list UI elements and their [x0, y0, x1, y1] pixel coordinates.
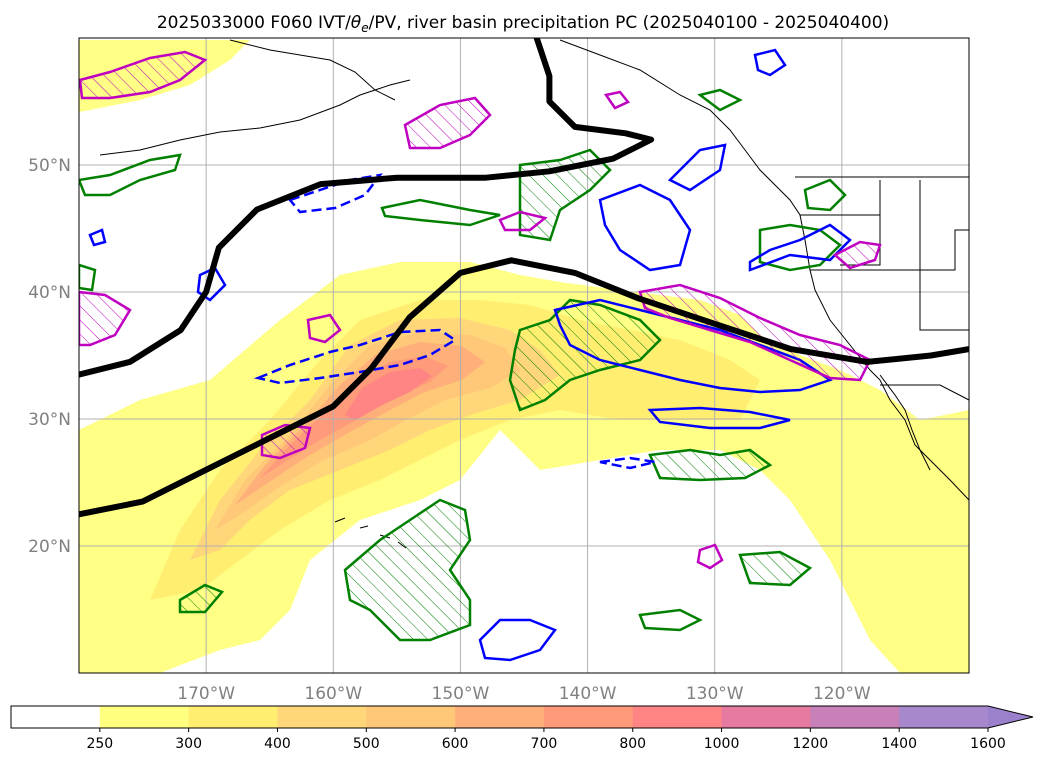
precip-contour-small-2 [696, 543, 724, 570]
pv-contour-south [478, 618, 557, 662]
colorbar-segment-2 [188, 706, 278, 728]
map-content [79, 38, 969, 673]
mexico-border [880, 384, 969, 401]
colorbar: 250 300 400 500 600 700 800 1000 1200 1400 1600 [10, 705, 1034, 752]
colorbar-segment-10 [899, 706, 989, 728]
pv-contour-dashed-1 [253, 328, 458, 385]
colorbar-tick-label: 250 [86, 736, 113, 752]
theta-contour-south [343, 498, 472, 642]
precip-contour-west [79, 290, 132, 347]
alaska-coast [229, 39, 396, 101]
theta-contour-small-2 [380, 198, 501, 227]
state-border-3 [810, 229, 969, 271]
pv-contour-small-2 [753, 48, 787, 77]
latitude-labels: 50°N 40°N 30°N 20°N [28, 156, 71, 557]
colorbar-tick-label: 1000 [704, 736, 740, 752]
precip-contour-alaska [79, 50, 208, 100]
theta-contour-east [648, 448, 773, 482]
pv-contour-dashed-3 [599, 456, 656, 470]
colorbar-tick-label: 500 [353, 736, 380, 752]
chart-title: 2025033000 F060 IVT/θe/PV, river basin p… [157, 13, 889, 35]
thick-contours [79, 38, 969, 518]
colorbar-tick-label: 600 [442, 736, 469, 752]
pv-contour-east [748, 223, 852, 272]
colorbar-outline [10, 705, 1034, 729]
pv-contour-dashed-2 [287, 173, 383, 214]
coastlines [99, 39, 969, 549]
colorbar-segment-4 [366, 706, 456, 728]
precip-contour-main [638, 283, 872, 382]
precip-contour-ca [832, 240, 882, 270]
colorbar-segment-6 [543, 706, 634, 728]
precip-contours [79, 50, 882, 570]
lon-tick-label: 170°W [177, 684, 235, 704]
pv-contour-small-3 [88, 228, 107, 247]
colorbar-tick-label: 1200 [793, 736, 829, 752]
colorbar-segment-3 [277, 706, 367, 728]
colorbar-tick-label: 700 [531, 736, 558, 752]
precip-contour-north [403, 96, 492, 150]
ivt-800-region [345, 368, 432, 420]
pv-contour-trough [647, 406, 791, 430]
longitude-labels: 170°W 160°W 150°W 140°W 130°W 120°W [177, 684, 871, 704]
thick-contour-0 [79, 257, 969, 518]
pv-contour-bc [667, 143, 727, 192]
precip-contour-oval [306, 313, 342, 344]
north-america-coast [559, 39, 969, 501]
pv-contour-north-coast [598, 183, 692, 272]
colorbar-segment-0 [11, 706, 101, 728]
precip-contour-small-3 [603, 90, 630, 110]
lon-tick-label: 150°W [432, 684, 490, 704]
colorbar-tick-label: 400 [264, 736, 291, 752]
hawaii-islands [334, 517, 407, 549]
colorbar-tick-label: 800 [619, 736, 646, 752]
colorbar-segment-8 [721, 706, 811, 728]
lat-tick-label: 40°N [28, 283, 71, 303]
precip-contour-small-1 [498, 210, 548, 232]
map-frame [78, 37, 970, 674]
colorbar-segment-7 [632, 706, 723, 728]
lat-tick-label: 20°N [28, 537, 71, 557]
lon-tick-label: 130°W [686, 684, 744, 704]
lat-tick-label: 30°N [28, 410, 71, 430]
baja-california-coast [879, 374, 931, 471]
state-border-2 [879, 180, 969, 331]
lon-tick-label: 120°W [813, 684, 871, 704]
lat-tick-label: 50°N [28, 156, 71, 176]
colorbar-tick-label: 1400 [881, 736, 917, 752]
theta-contour-se [738, 550, 813, 587]
theta-contour-sw [178, 583, 225, 614]
thick-contour-1 [79, 38, 655, 378]
theta-contour-bc [803, 178, 847, 212]
colorbar-segment-1 [99, 706, 190, 728]
theta-contour-northwest [79, 153, 182, 197]
ivt-300-region [150, 300, 760, 600]
theta-contour-small-4 [79, 263, 97, 292]
lon-tick-label: 140°W [559, 684, 617, 704]
ivt-250-region [79, 262, 969, 673]
colorbar-tick-label: 1600 [970, 736, 1006, 752]
theta-contour-small-3 [697, 88, 743, 112]
colorbar-tick-label: 300 [175, 736, 202, 752]
lon-tick-label: 160°W [304, 684, 362, 704]
colorbar-extend-arrow [988, 706, 1033, 728]
colorbar-segment-5 [455, 706, 545, 728]
theta-contour-small-1 [638, 608, 703, 632]
colorbar-segment-9 [810, 706, 900, 728]
